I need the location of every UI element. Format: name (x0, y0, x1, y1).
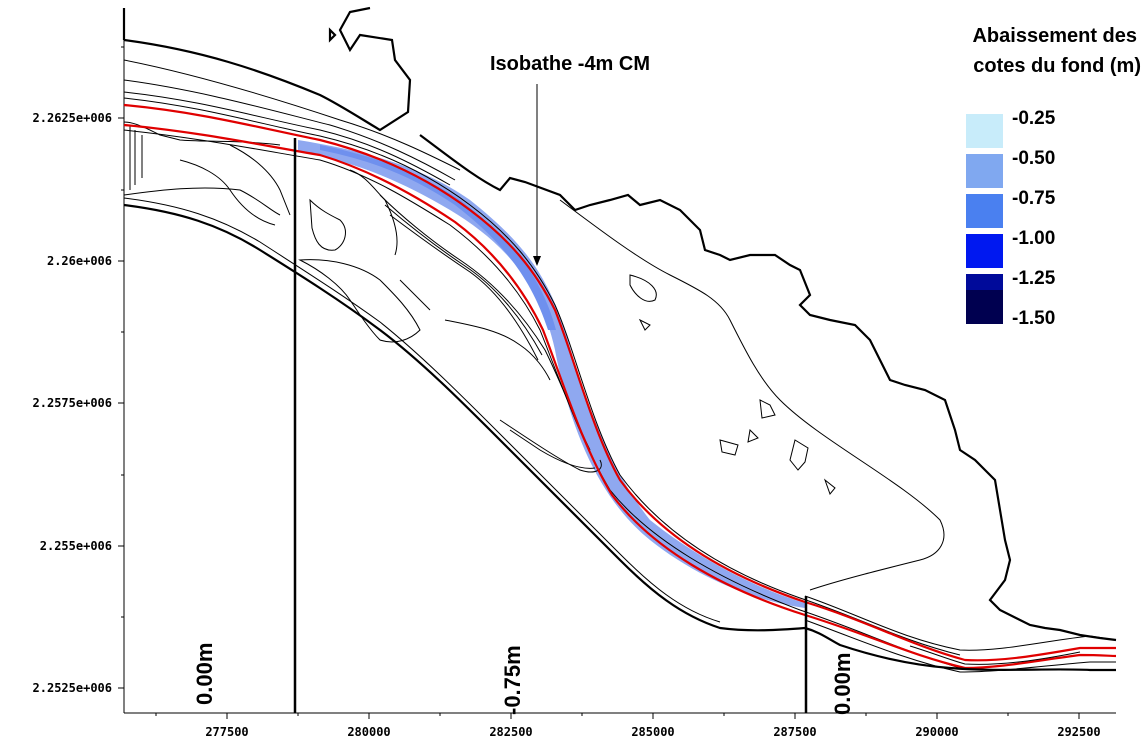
channel-dredge-area (298, 140, 805, 608)
section-label-right: 0.00m (830, 653, 855, 715)
legend: Abaissement des cotes du fond (m) -0.25 … (966, 25, 1141, 329)
legend-label: -0.50 (1012, 148, 1055, 169)
bank-contours (123, 59, 961, 669)
x-ticks: 277500 280000 282500 285000 287500 29000… (155, 713, 1101, 739)
y-tick-label: 2.255e+006 (40, 539, 112, 553)
section-lines (293, 138, 808, 713)
section-label-middle: -0.75m (500, 645, 525, 715)
left-bank-inner (123, 197, 721, 623)
channel-contours-lower (804, 595, 1117, 673)
legend-title-line2: cotes du fond (m) (973, 55, 1141, 77)
legend-label: -0.75 (1012, 188, 1056, 209)
legend-label: -1.50 (1012, 308, 1055, 329)
legend-swatch (966, 114, 1003, 148)
legend-swatch (966, 234, 1003, 268)
legend-label: -1.00 (1012, 228, 1055, 249)
annotation-arrowhead (533, 256, 541, 266)
legend-label: -1.25 (1012, 268, 1056, 289)
isobath-annotation: Isobathe -4m CM (490, 53, 650, 266)
top-coastline (122, 8, 337, 43)
x-tick-label: 277500 (205, 725, 248, 739)
annotation-text: Isobathe -4m CM (490, 53, 650, 75)
inner-right-contour (559, 199, 945, 591)
legend-label: -0.25 (1012, 108, 1056, 129)
y-tick-label: 2.2525e+006 (33, 681, 112, 695)
legend-title-line1: Abaissement des (972, 25, 1137, 47)
legend-swatch (966, 154, 1003, 188)
island-contours (629, 274, 836, 495)
x-tick-label: 287500 (773, 725, 816, 739)
legend-swatch (966, 290, 1003, 324)
legend-swatch (966, 194, 1003, 228)
y-tick-label: 2.2625e+006 (33, 111, 112, 125)
y-tick-label: 2.2575e+006 (33, 396, 112, 410)
x-tick-label: 280000 (347, 725, 390, 739)
y-tick-label: 2.26e+006 (47, 254, 112, 268)
x-tick-label: 285000 (631, 725, 674, 739)
isobath-highlight (123, 103, 1117, 670)
axes (123, 8, 1116, 714)
right-bank-outline (123, 6, 1117, 642)
x-tick-label: 290000 (915, 725, 958, 739)
x-tick-label: 292500 (1057, 725, 1100, 739)
y-ticks: 2.2625e+006 2.26e+006 2.2575e+006 2.255e… (33, 46, 124, 695)
x-tick-label: 282500 (489, 725, 532, 739)
left-bank-outline (123, 203, 1116, 672)
section-label-left: 0.00m (192, 643, 217, 705)
